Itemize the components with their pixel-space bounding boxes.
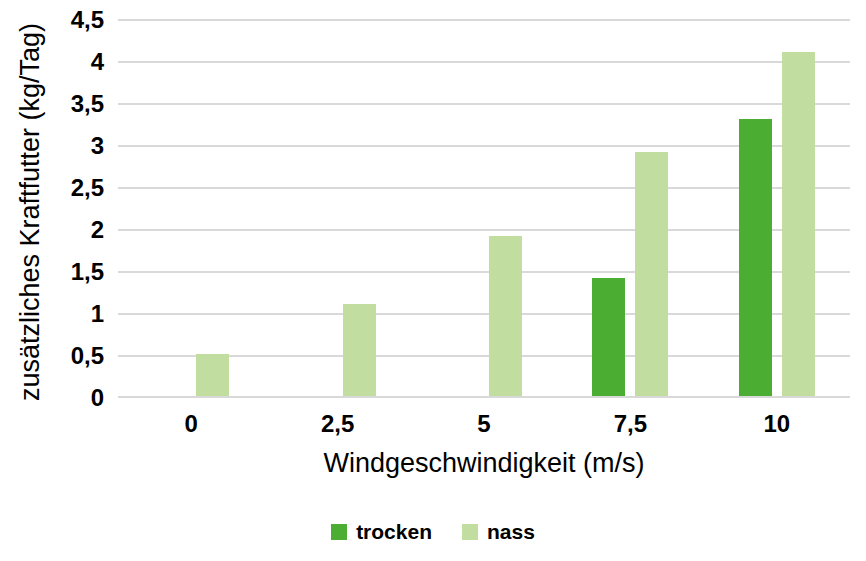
y-tick-label: 4 [91,48,104,76]
y-tick-label: 0 [91,384,104,412]
y-tick-label: 3,5 [71,90,104,118]
bar-trocken-10 [739,119,772,396]
y-tick-label: 2,5 [71,174,104,202]
y-tick-label: 0,5 [71,342,104,370]
bar-nass-2,5 [343,304,376,396]
legend-label-nass: nass [487,520,535,544]
x-axis-title: Windgeschwindigkeit (m/s) [118,448,850,479]
y-tick-label: 4,5 [71,6,104,34]
y-tick-label: 2 [91,216,104,244]
legend-item-nass: nass [462,520,535,544]
y-axis-ticks: 00,511,522,533,544,5 [0,20,104,398]
legend-swatch-trocken [331,524,347,540]
gridline [118,19,850,21]
y-tick-label: 1 [91,300,104,328]
legend-item-trocken: trocken [331,520,432,544]
gridline [118,61,850,63]
y-tick-label: 3 [91,132,104,160]
x-axis-ticks: 0 2,5 5 7,5 10 [118,410,850,442]
y-tick-label: 1,5 [71,258,104,286]
bar-nass-10 [782,52,815,396]
plot-area [118,20,850,398]
x-tick-label: 5 [477,410,490,438]
x-tick-label: 10 [763,410,790,438]
bar-nass-5 [489,236,522,396]
bar-nass-0 [196,354,229,396]
bar-trocken-7,5 [592,278,625,396]
x-tick-label: 2,5 [321,410,354,438]
legend-label-trocken: trocken [356,520,432,544]
bar-nass-7,5 [635,152,668,396]
gridline [118,103,850,105]
bar-chart: zusätzliches Kraftfutter (kg/Tag) 00,511… [0,0,866,561]
x-tick-label: 0 [185,410,198,438]
x-tick-label: 7,5 [614,410,647,438]
chart-legend: trocken nass [0,520,866,544]
legend-swatch-nass [462,524,478,540]
